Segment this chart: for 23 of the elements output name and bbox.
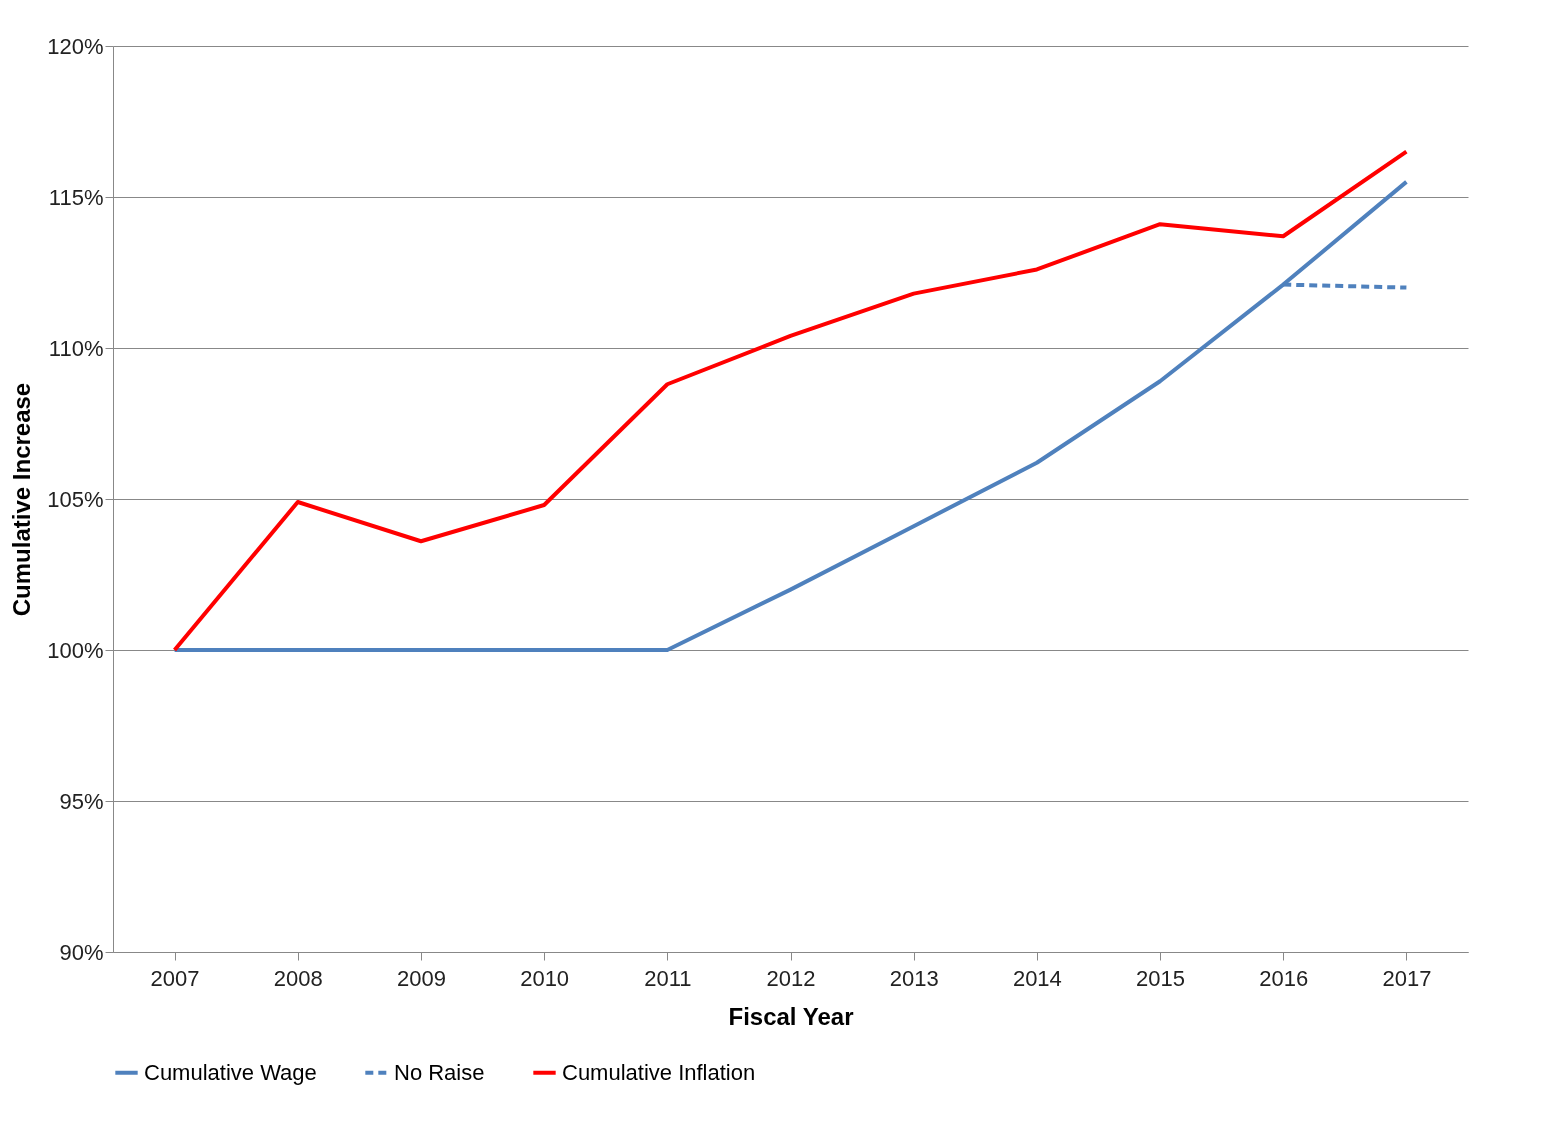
x-tick-label: 2013 <box>889 965 939 991</box>
y-tick-label: 90% <box>59 939 104 965</box>
y-tick-label: 105% <box>47 486 104 512</box>
x-tick-label: 2009 <box>396 965 446 991</box>
y-tick-label: 115% <box>48 184 104 210</box>
x-tick-label: 2011 <box>644 965 692 991</box>
x-tick-label: 2014 <box>1012 965 1062 991</box>
y-tick-label: 120% <box>47 33 104 59</box>
x-tick-label: 2010 <box>520 965 570 991</box>
y-tick-label: 95% <box>59 788 104 814</box>
legend-label: Cumulative Wage <box>144 1059 317 1085</box>
x-tick-label: 2016 <box>1259 965 1309 991</box>
x-tick-label: 2008 <box>273 965 323 991</box>
x-tick-label: 2015 <box>1136 965 1186 991</box>
x-tick-label: 2007 <box>150 965 200 991</box>
y-tick-label: 100% <box>47 637 104 663</box>
x-tick-label: 2017 <box>1382 965 1432 991</box>
y-axis-title: Cumulative Increase <box>8 382 36 617</box>
x-tick-label: 2012 <box>766 965 816 991</box>
legend-label: No Raise <box>394 1059 485 1085</box>
legend-label: Cumulative Inflation <box>562 1059 756 1085</box>
x-axis-title: Fiscal Year <box>728 1002 854 1030</box>
y-tick-label: 110% <box>48 335 104 361</box>
